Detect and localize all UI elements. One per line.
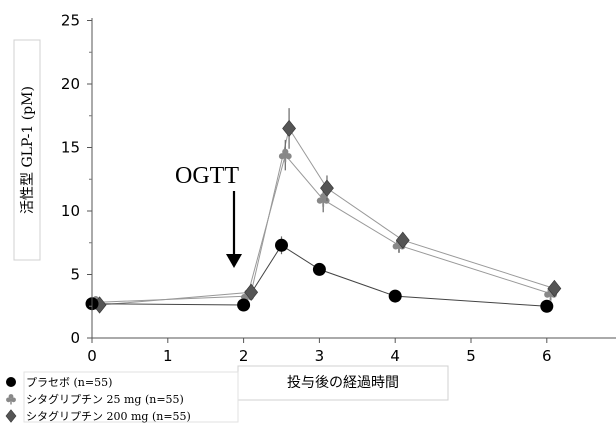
ogtt-annotation: OGTT (175, 163, 242, 268)
x-ticks: 0 1 2 3 4 5 6 (87, 338, 552, 365)
data-point (237, 298, 251, 312)
x-tick-label: 0 (87, 347, 97, 365)
data-point (540, 299, 554, 313)
y-axis-label-box: 活性型 GLP-1 (pM) (13, 39, 41, 261)
legend-label: シタグリプチン 200 mg (n=55) (26, 409, 191, 423)
plot-area (85, 108, 562, 314)
x-tick-label: 6 (542, 347, 552, 365)
legend-marker (6, 394, 16, 405)
legend-marker (6, 377, 16, 387)
series-line (91, 244, 547, 307)
legend: プラセボ (n=55) シタグリプチン 25 mg (n=55) シタグリプチン 2… (5, 371, 239, 423)
x-tick-label: 4 (390, 347, 400, 365)
x-tick-label: 1 (163, 347, 173, 365)
ogtt-label: OGTT (175, 163, 239, 189)
series-line (95, 154, 551, 303)
data-point (312, 262, 326, 276)
y-tick-label: 15 (61, 139, 80, 157)
data-point (244, 283, 259, 301)
y-axis-label: 活性型 GLP-1 (pM) (20, 86, 36, 214)
ogtt-arrow-head (226, 254, 242, 268)
data-point (316, 193, 330, 207)
data-point (278, 148, 292, 163)
axes (91, 18, 616, 339)
series-line (99, 127, 555, 306)
y-tick-label: 5 (70, 266, 80, 284)
x-tick-label: 3 (315, 347, 325, 365)
y-tick-label: 20 (61, 75, 80, 93)
y-tick-label: 25 (61, 12, 80, 30)
x-tick-label: 2 (239, 347, 249, 365)
data-point (282, 119, 296, 138)
data-point (395, 231, 410, 249)
y-ticks: 0 5 10 15 20 25 (61, 12, 92, 347)
data-point (275, 238, 288, 252)
data-point (320, 179, 334, 197)
legend-marker (5, 409, 17, 423)
y-tick-label: 10 (61, 202, 80, 220)
x-axis-label-box: 投与後の経過時間 (237, 365, 449, 401)
legend-label: プラセボ (n=55) (26, 376, 112, 389)
x-tick-label: 5 (466, 347, 476, 365)
y-tick-label: 0 (70, 329, 80, 347)
data-point (547, 279, 562, 298)
data-point (388, 289, 402, 303)
x-axis-label: 投与後の経過時間 (287, 375, 399, 391)
legend-label: シタグリプチン 25 mg (n=55) (26, 392, 184, 406)
